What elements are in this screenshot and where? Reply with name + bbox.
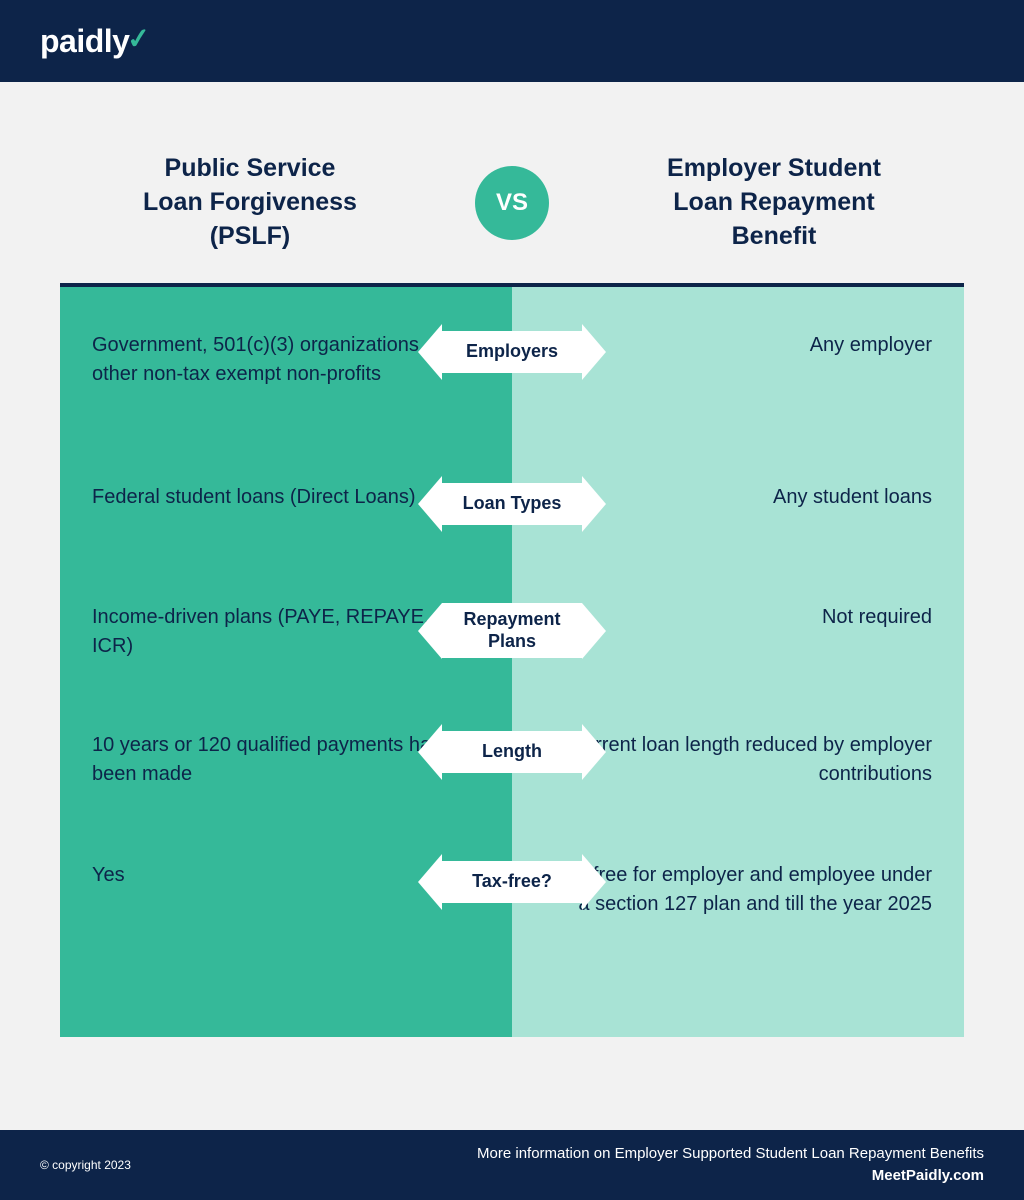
footer-site: MeetPaidly.com [477, 1165, 984, 1188]
footer: © copyright 2023 More information on Emp… [0, 1130, 1024, 1200]
category-badge: Length [442, 731, 582, 773]
title-left: Public ServiceLoan Forgiveness(PSLF) [110, 152, 390, 253]
category-badges: Employers Loan Types Repayment Plans Len… [417, 287, 607, 997]
category-badge: Repayment Plans [442, 603, 582, 658]
header: paidly ✓ [0, 0, 1024, 82]
copyright: © copyright 2023 [40, 1158, 131, 1172]
logo-text: paidly [40, 23, 129, 60]
logo-check-icon: ✓ [126, 21, 152, 56]
category-badge: Tax-free? [442, 861, 582, 903]
category-badge: Loan Types [442, 483, 582, 525]
logo: paidly ✓ [40, 23, 150, 60]
comparison-table: Government, 501(c)(3) organizations, or … [60, 283, 964, 1037]
vs-badge: VS [475, 166, 549, 240]
content: Public ServiceLoan Forgiveness(PSLF) VS … [0, 82, 1024, 1037]
footer-info-line: More information on Employer Supported S… [477, 1143, 984, 1166]
titles-row: Public ServiceLoan Forgiveness(PSLF) VS … [60, 152, 964, 253]
category-badge: Employers [442, 331, 582, 373]
footer-info: More information on Employer Supported S… [477, 1143, 984, 1188]
title-right: Employer StudentLoan RepaymentBenefit [634, 152, 914, 253]
